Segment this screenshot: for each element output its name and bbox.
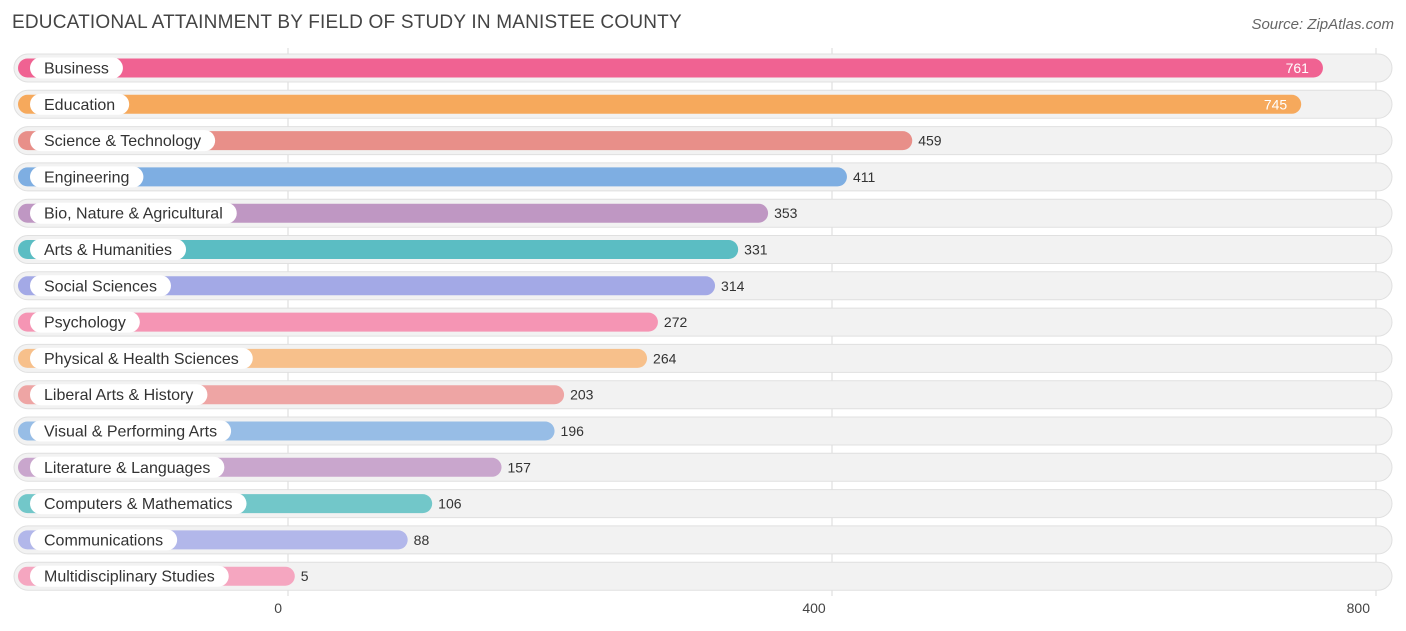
category-label-pill — [30, 529, 178, 551]
category-label: Multidisciplinary Studies — [44, 569, 215, 586]
category-label-pill — [30, 384, 208, 406]
value-label: 196 — [561, 423, 585, 439]
category-label-pill — [30, 565, 229, 587]
value-label: 353 — [774, 205, 798, 221]
category-label: Visual & Performing Arts — [44, 424, 217, 441]
x-axis: 0 400 800 — [274, 600, 1370, 616]
bar — [18, 131, 913, 151]
value-label: 203 — [570, 387, 594, 403]
category-label-pill — [30, 57, 123, 79]
bar-rows: Business 761 Education 745 Science & Technol… — [13, 53, 1393, 591]
category-label: Arts & Humanities — [44, 242, 172, 259]
row-background — [13, 561, 1393, 591]
value-label: 331 — [744, 242, 768, 258]
category-label: Communications — [44, 532, 163, 549]
category-label: Science & Technology — [44, 133, 201, 150]
category-label: Business — [44, 61, 109, 78]
category-label: Psychology — [44, 315, 126, 332]
value-label: 272 — [664, 314, 688, 330]
value-label: 264 — [653, 350, 677, 366]
value-label: 157 — [508, 459, 532, 475]
bar — [18, 312, 658, 332]
category-label-pill — [30, 493, 247, 515]
category-label-pill — [30, 166, 144, 188]
value-label: 88 — [414, 532, 430, 548]
value-label: 761 — [1286, 60, 1310, 76]
category-label: Social Sciences — [44, 278, 157, 295]
bar — [18, 240, 739, 259]
category-label-pill — [30, 420, 232, 442]
category-label: Physical & Health Sciences — [44, 351, 239, 368]
value-label: 745 — [1264, 96, 1288, 112]
category-label-pill — [30, 275, 171, 297]
category-label-pill — [30, 239, 187, 260]
category-label: Liberal Arts & History — [44, 387, 193, 404]
chart-title: EDUCATIONAL ATTAINMENT BY FIELD OF STUDY… — [12, 12, 682, 33]
bar — [18, 276, 716, 296]
value-label: 106 — [438, 496, 462, 512]
category-label: Computers & Mathematics — [44, 496, 233, 513]
value-label: 459 — [918, 133, 942, 149]
category-label: Literature & Languages — [44, 460, 210, 477]
category-label: Bio, Nature & Agricultural — [44, 206, 223, 223]
bar — [18, 167, 847, 187]
x-tick-label: 800 — [1347, 600, 1371, 616]
value-label: 5 — [301, 568, 309, 584]
x-tick-label: 400 — [802, 600, 826, 616]
value-label: 411 — [853, 169, 876, 185]
category-label-pill — [30, 456, 225, 478]
category-label-pill — [30, 311, 140, 333]
category-label-pill — [30, 347, 253, 369]
category-label: Engineering — [44, 169, 129, 186]
bar — [18, 58, 1323, 78]
category-label-pill — [30, 130, 216, 152]
bar — [18, 94, 1302, 114]
x-tick-label: 0 — [274, 600, 282, 616]
category-label: Education — [44, 97, 115, 114]
chart-source: Source: ZipAtlas.com — [1251, 16, 1394, 33]
category-label-pill — [30, 93, 130, 115]
value-label: 314 — [721, 278, 745, 294]
category-label-pill — [30, 202, 237, 224]
